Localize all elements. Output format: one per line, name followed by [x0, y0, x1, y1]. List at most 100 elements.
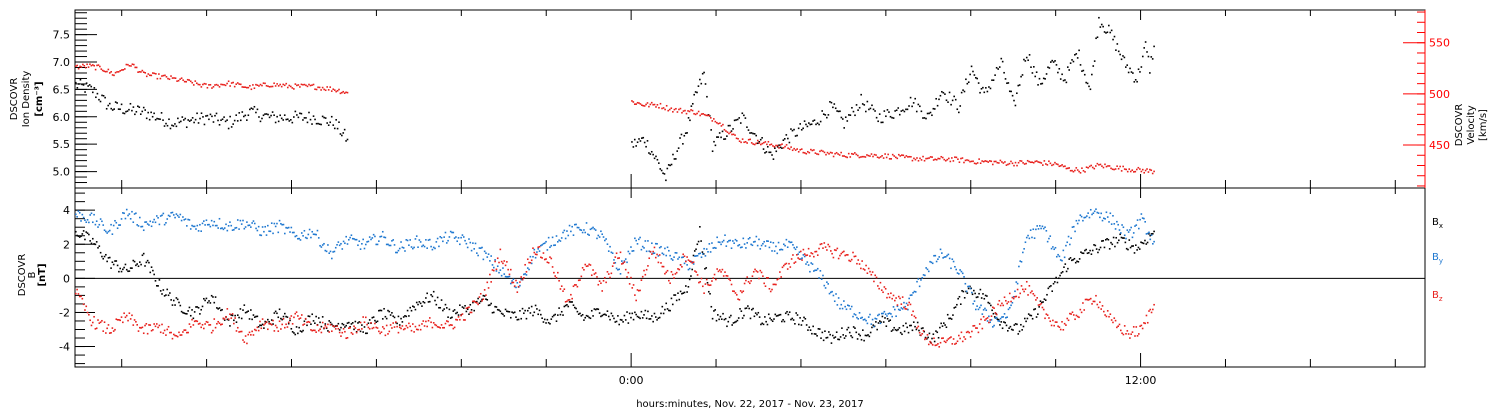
data-point-bz: [651, 253, 653, 255]
data-point-bz: [766, 277, 768, 279]
data-point-by: [276, 222, 278, 225]
data-point-bx: [1091, 249, 1094, 252]
data-point-bx: [1078, 258, 1081, 260]
data-point-by: [81, 213, 84, 216]
data-point-bx: [652, 320, 654, 323]
data-point-bx: [783, 320, 786, 323]
data-point-velocity: [913, 157, 915, 160]
data-point-bz: [886, 296, 888, 299]
data-point-bz: [874, 274, 877, 277]
data-point-bx: [658, 316, 661, 319]
data-point-by: [496, 265, 499, 268]
data-point-bx: [88, 233, 90, 236]
data-point-by: [549, 246, 551, 249]
data-point-bx: [455, 312, 457, 315]
data-point-bx: [932, 333, 935, 336]
data-point-by: [912, 291, 914, 294]
data-point-by: [1104, 218, 1106, 220]
data-point-by: [793, 246, 796, 249]
data-point-bx: [324, 323, 327, 325]
data-point-velocity: [303, 83, 306, 86]
data-point-bz: [750, 280, 752, 282]
data-point-bz: [504, 264, 507, 267]
data-point-bz: [755, 270, 758, 272]
data-point-bz: [179, 334, 182, 336]
data-point-by: [140, 225, 142, 228]
data-point-by: [182, 216, 184, 218]
data-point-bz: [124, 316, 127, 319]
data-point-bx: [766, 323, 769, 326]
data-point-ion-density: [894, 110, 896, 112]
data-point-velocity: [208, 84, 210, 86]
data-point-by: [815, 269, 818, 272]
data-point-bx: [77, 235, 80, 237]
data-point-by: [670, 258, 673, 260]
data-point-velocity: [1105, 165, 1108, 168]
data-point-by: [206, 223, 209, 226]
data-point-bz: [125, 314, 128, 317]
data-point-bx: [779, 313, 782, 316]
data-point-velocity: [636, 101, 639, 104]
data-point-bz: [216, 322, 218, 325]
data-point-velocity: [241, 86, 244, 88]
data-point-bz: [581, 267, 584, 269]
data-point-bx: [261, 323, 264, 326]
data-point-bz: [1058, 326, 1061, 329]
data-point-bz: [289, 317, 291, 320]
data-point-ion-density: [849, 114, 852, 116]
data-point-by: [716, 236, 718, 239]
data-point-by: [520, 278, 523, 281]
data-point-by: [1152, 242, 1154, 245]
data-point-ion-density: [791, 129, 794, 132]
data-point-velocity: [652, 103, 654, 106]
data-point-ion-density: [232, 123, 234, 125]
data-point-bx: [315, 315, 317, 318]
data-point-bx: [1042, 301, 1044, 303]
data-point-bz: [811, 252, 814, 255]
data-point-bz: [560, 285, 563, 287]
data-point-velocity: [920, 159, 923, 161]
data-point-bz: [483, 289, 486, 291]
data-point-by: [1121, 224, 1123, 226]
data-point-by: [470, 249, 473, 252]
data-point-bx: [189, 314, 192, 317]
data-point-bx: [812, 325, 814, 328]
data-point-ion-density: [1054, 60, 1056, 62]
data-point-by: [954, 266, 956, 268]
data-point-by: [307, 233, 310, 236]
data-point-bx: [971, 293, 974, 296]
data-point-by: [123, 212, 125, 215]
data-point-ion-density: [969, 73, 971, 76]
data-point-bx: [702, 253, 705, 255]
data-point-by: [489, 260, 491, 262]
data-point-ion-density: [174, 123, 176, 125]
data-point-by: [333, 250, 336, 253]
data-point-bz: [517, 285, 520, 288]
data-point-bx: [1004, 321, 1006, 324]
data-point-bx: [124, 263, 127, 266]
data-point-ion-density: [732, 128, 734, 130]
data-point-by: [654, 242, 657, 245]
data-point-bx: [691, 268, 694, 271]
data-point-velocity: [1111, 168, 1114, 171]
data-point-by: [861, 316, 863, 319]
data-point-ion-density: [120, 103, 123, 106]
data-point-by: [219, 227, 222, 230]
data-point-velocity: [688, 110, 691, 113]
data-point-bz: [1003, 296, 1006, 299]
data-point-ion-density: [967, 81, 970, 83]
data-point-bz: [1103, 310, 1105, 313]
data-point-velocity: [282, 83, 285, 86]
data-point-by: [976, 305, 978, 307]
data-point-ion-density: [717, 136, 720, 138]
data-point-velocity: [1139, 168, 1141, 170]
data-point-by: [395, 251, 397, 254]
data-point-by: [1036, 225, 1038, 227]
data-point-by: [1003, 313, 1006, 315]
x-axis-label: hours:minutes, Nov. 22, 2017 - Nov. 23, …: [636, 399, 864, 410]
data-point-by: [442, 240, 444, 243]
data-point-ion-density: [341, 134, 343, 137]
data-point-bx: [414, 308, 417, 311]
data-point-by: [370, 238, 372, 241]
data-point-velocity: [1107, 165, 1109, 167]
